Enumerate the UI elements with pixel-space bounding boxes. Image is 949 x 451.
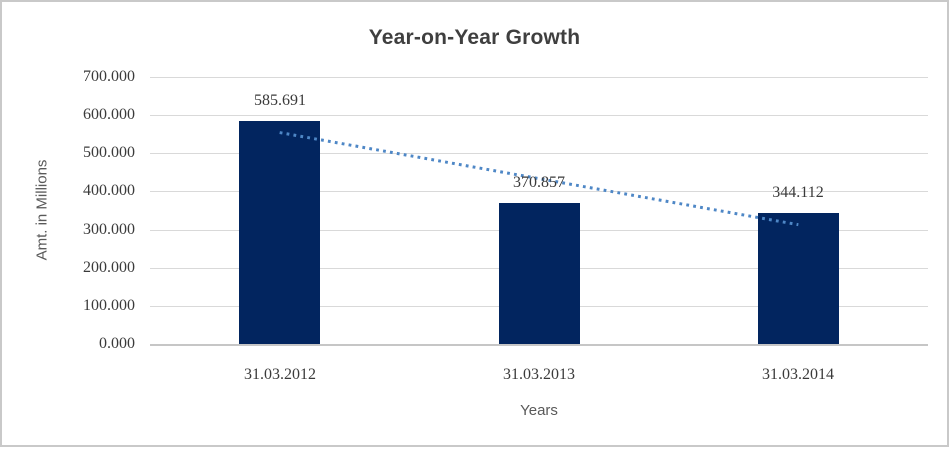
bar-data-label: 585.691 bbox=[254, 92, 306, 109]
y-axis-tick-label: 200.000 bbox=[83, 259, 135, 276]
bar-data-label: 370.857 bbox=[513, 174, 565, 191]
y-axis-tick-label: 600.000 bbox=[83, 106, 135, 123]
bar-data-label: 344.112 bbox=[772, 184, 824, 201]
x-category-label: 31.03.2013 bbox=[503, 366, 575, 383]
x-axis-title: Years bbox=[520, 402, 558, 419]
y-axis-tick-label: 500.000 bbox=[83, 144, 135, 161]
y-axis-tick-label: 300.000 bbox=[83, 221, 135, 238]
x-category-label: 31.03.2012 bbox=[244, 366, 316, 383]
bar bbox=[758, 213, 839, 344]
bar bbox=[499, 203, 580, 344]
y-axis-tick-label: 100.000 bbox=[83, 297, 135, 314]
bar bbox=[239, 121, 320, 344]
y-axis-tick-label: 700.000 bbox=[83, 68, 135, 85]
y-axis-tick-label: 400.000 bbox=[83, 182, 135, 199]
y-axis-tick-label: 0.000 bbox=[99, 335, 135, 352]
gridline bbox=[150, 115, 928, 116]
x-axis-line bbox=[150, 344, 928, 346]
chart-title: Year-on-Year Growth bbox=[368, 26, 581, 49]
y-axis-title: Amt. in Millions bbox=[33, 159, 51, 261]
x-category-label: 31.03.2014 bbox=[762, 366, 834, 383]
gridline bbox=[150, 77, 928, 78]
